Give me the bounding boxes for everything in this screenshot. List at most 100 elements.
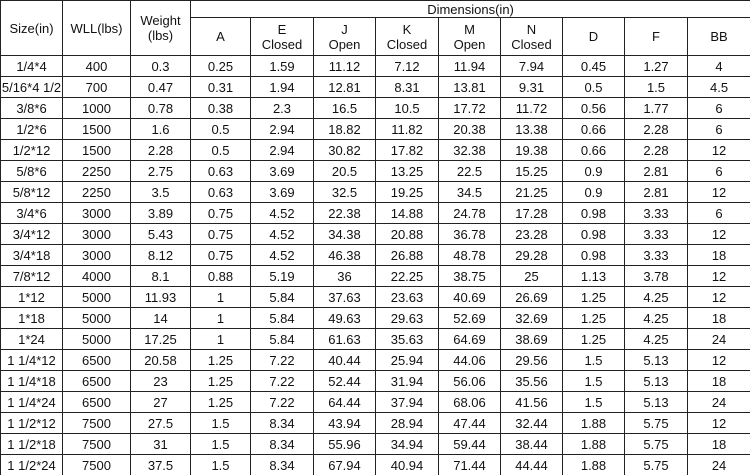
table-cell: 1.77 [624,97,688,119]
table-cell: 2250 [62,160,131,182]
table-cell: 23.63 [375,286,439,308]
table-cell: 2.3 [250,97,314,119]
table-cell: 3000 [62,223,131,245]
table-cell: 3.69 [250,160,314,182]
table-cell: 0.98 [562,244,625,266]
header-cell: Weight (lbs) [130,0,191,56]
table-cell: 0.75 [190,244,251,266]
table-cell: 38.69 [500,328,563,350]
table-cell: 68.06 [438,391,501,413]
table-row: 1 1/2*12 7500 27.5 1.5 8.34 43.94 28.94 47.44 32… [0,412,750,434]
table-cell: 5/16*4 1/2 [0,76,63,98]
table-cell: 56.06 [438,370,501,392]
table-cell: 24 [686,454,750,475]
table-cell: 24 [686,391,750,413]
table-cell: 1500 [62,139,131,161]
table-cell: 10.5 [375,97,439,119]
table-cell: 6500 [62,370,131,392]
table-cell: 12 [686,265,750,287]
table-cell: 29.28 [500,244,563,266]
table-cell: 1 1/4*24 [0,391,63,413]
table-cell: 1*24 [0,328,63,350]
table-cell: 11.72 [500,97,563,119]
table-cell: 22.5 [438,160,501,182]
header-cell: J Open [313,17,376,56]
table-cell: 44.06 [438,349,501,371]
table-cell: 20.5 [313,160,376,182]
table-cell: 1 1/2*18 [0,433,63,455]
table-cell: 59.44 [438,433,501,455]
header-cell: F [624,17,688,56]
table-cell: 24.78 [438,202,501,224]
table-cell: 15.25 [500,160,563,182]
table-cell: 0.9 [562,181,625,203]
table-cell: 1 1/4*12 [0,349,63,371]
table-cell: 0.5 [190,118,251,140]
table-cell: 0.9 [562,160,625,182]
table-cell: 32.38 [438,139,501,161]
table-cell: 40.44 [313,349,376,371]
table-cell: 3.69 [250,181,314,203]
table-cell: 17.28 [500,202,563,224]
table-cell: 32.69 [500,307,563,329]
table-cell: 2.28 [624,118,688,140]
group-header: Dimensions(in) [189,0,750,18]
table-cell: 52.44 [313,370,376,392]
table-cell: 32.44 [500,412,563,434]
table-cell: 0.25 [190,55,251,77]
table-cell: 0.98 [562,202,625,224]
table-cell: 3.33 [624,244,688,266]
table-cell: 67.94 [313,454,376,475]
table-cell: 8.1 [130,265,191,287]
table-cell: 1 [190,286,251,308]
table-cell: 36.78 [438,223,501,245]
table-cell: 6 [686,97,750,119]
table-cell: 5.43 [130,223,191,245]
table-cell: 18 [686,244,750,266]
table-cell: 0.3 [130,55,191,77]
table-cell: 1 1/2*24 [0,454,63,475]
table-cell: 5.84 [250,328,314,350]
table-cell: 1.59 [250,55,314,77]
table-cell: 7.22 [250,370,314,392]
table-cell: 1.88 [562,433,625,455]
table-cell: 13.38 [500,118,563,140]
table-cell: 1 [190,328,251,350]
table-cell: 0.47 [130,76,191,98]
table-cell: 8.34 [250,433,314,455]
table-cell: 20.88 [375,223,439,245]
table-cell: 47.44 [438,412,501,434]
header-row: Size(in) WLL(lbs) Weight (lbs) Dimension… [0,0,750,56]
table-row: 1/2*12 1500 2.28 0.5 2.94 30.82 17.82 32.38 19.3… [0,139,750,161]
table-cell: 1/2*12 [0,139,63,161]
table-row: 5/16*4 1/2 700 0.47 0.31 1.94 12.81 8.31 13.81 9… [0,76,750,98]
table-cell: 2.81 [624,160,688,182]
table-cell: 38.75 [438,265,501,287]
table-cell: 41.56 [500,391,563,413]
table-cell: 7500 [62,454,131,475]
table-cell: 3.33 [624,223,688,245]
table-cell: 23.28 [500,223,563,245]
table-cell: 18 [686,433,750,455]
table-cell: 37.63 [313,286,376,308]
table-cell: 0.45 [562,55,625,77]
table-cell: 12 [686,286,750,308]
table-cell: 34.5 [438,181,501,203]
table-cell: 25.94 [375,349,439,371]
table-cell: 13.81 [438,76,501,98]
table-cell: 7/8*12 [0,265,63,287]
table-cell: 5.19 [250,265,314,287]
table-cell: 14 [130,307,191,329]
table-row: 3/4*6 3000 3.89 0.75 4.52 22.38 14.88 24.78 17.2… [0,202,750,224]
table-cell: 32.5 [313,181,376,203]
table-cell: 1000 [62,97,131,119]
table-cell: 1.25 [190,370,251,392]
table-row: 1 1/2*24 7500 37.5 1.5 8.34 67.94 40.94 71.44 44… [0,454,750,475]
table-cell: 4 [686,55,750,77]
table-cell: 1.5 [562,349,625,371]
table-cell: 12 [686,139,750,161]
table-cell: 52.69 [438,307,501,329]
table-cell: 2.28 [624,139,688,161]
